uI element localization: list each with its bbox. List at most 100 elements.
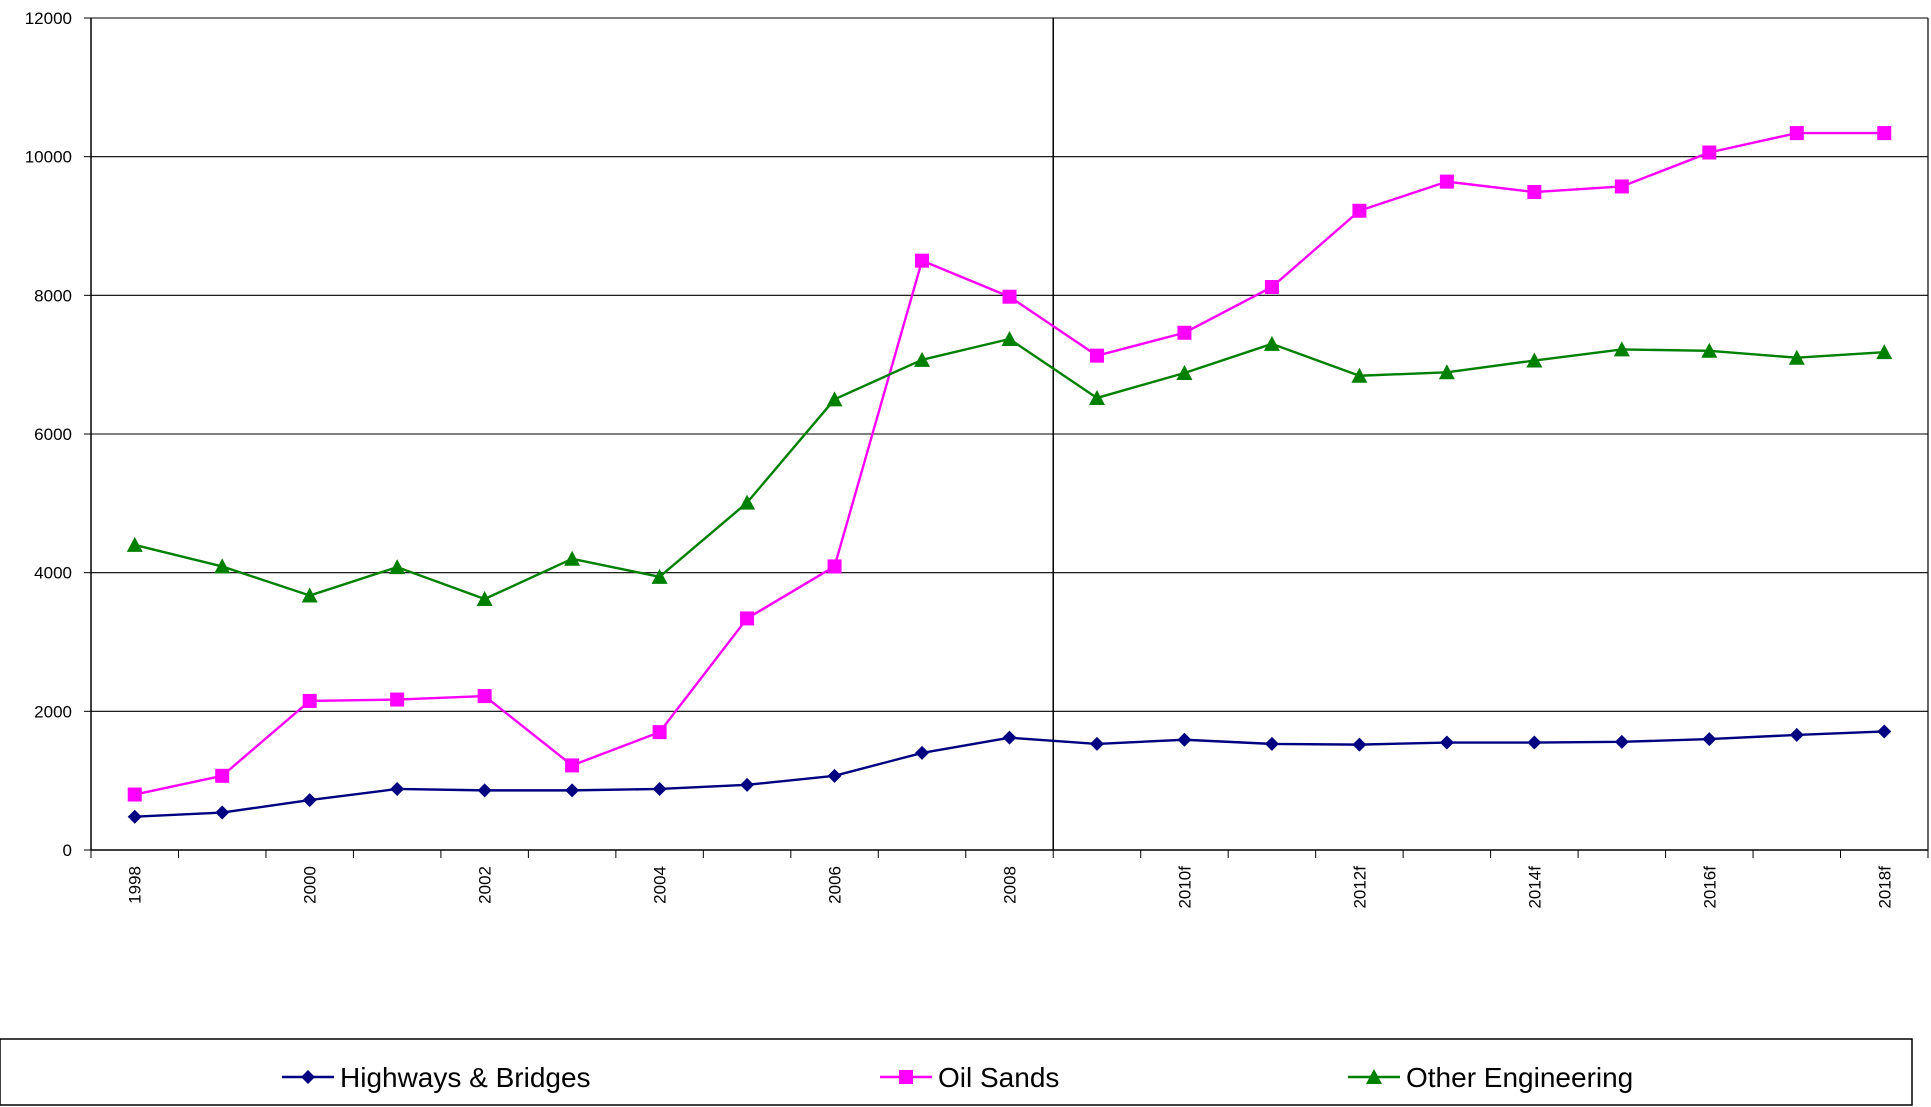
x-tick-label: 2012f — [1350, 866, 1369, 909]
y-tick-label: 2000 — [34, 702, 72, 721]
data-point — [826, 391, 843, 407]
x-tick-label: 2008 — [1001, 866, 1020, 904]
data-point — [1002, 730, 1017, 745]
data-point — [1264, 280, 1279, 295]
data-point — [1089, 736, 1104, 751]
data-point — [1351, 367, 1368, 383]
data-point — [1177, 325, 1192, 340]
data-point — [477, 783, 492, 798]
data-point — [740, 777, 755, 792]
y-tick-label: 10000 — [25, 148, 72, 167]
data-point — [915, 745, 930, 760]
series-1 — [127, 126, 1892, 802]
legend-marker — [1366, 1069, 1382, 1084]
data-point — [477, 689, 492, 704]
x-tick-label: 2004 — [651, 866, 670, 904]
data-point — [127, 809, 142, 824]
data-point — [1877, 724, 1892, 739]
x-tick-label: 2006 — [826, 866, 845, 904]
data-point — [1352, 203, 1367, 218]
legend-label: Other Engineering — [1406, 1062, 1633, 1093]
legend: Highways & Bridges Oil Sands Other Enginee… — [0, 1038, 1913, 1106]
data-point — [1176, 364, 1193, 380]
data-point — [390, 692, 405, 707]
data-point — [1177, 732, 1192, 747]
data-point — [652, 725, 667, 740]
data-point — [1526, 352, 1543, 368]
series-group — [126, 126, 1893, 824]
data-point — [1702, 145, 1717, 160]
data-point — [476, 591, 493, 607]
legend-item: Highways & Bridges — [282, 1062, 591, 1093]
data-point — [1876, 344, 1893, 360]
data-point — [1263, 335, 1280, 351]
data-point — [1438, 364, 1455, 380]
data-point — [1088, 389, 1105, 405]
data-point — [740, 611, 755, 626]
data-point — [1702, 732, 1717, 747]
x-axis-tick-labels: 1998 2000 2002 2004 2006 2008 2010f 2012f 2014f 2… — [126, 866, 1895, 909]
data-point — [651, 568, 668, 584]
data-point — [1701, 342, 1718, 358]
y-tick-label: 6000 — [34, 425, 72, 444]
legend-box — [0, 1038, 1913, 1106]
data-point — [215, 768, 230, 783]
data-point — [652, 781, 667, 796]
data-point — [301, 587, 318, 603]
data-point — [1877, 126, 1892, 141]
data-point — [915, 253, 930, 268]
data-point — [1614, 734, 1629, 749]
data-point — [739, 494, 756, 510]
data-point — [390, 781, 405, 796]
data-point — [1439, 174, 1454, 189]
data-point — [827, 559, 842, 574]
legend-marker — [899, 1070, 913, 1084]
data-point — [827, 768, 842, 783]
x-tick-label: 2016f — [1700, 866, 1719, 909]
legend-item: Other Engineering — [1348, 1062, 1633, 1093]
legend-marker — [301, 1070, 315, 1084]
data-point — [302, 693, 317, 708]
x-tick-label: 1998 — [126, 866, 145, 904]
x-tick-label: 2010f — [1175, 866, 1194, 909]
series-2 — [126, 331, 1893, 607]
y-tick-label: 4000 — [34, 564, 72, 583]
data-point — [1352, 737, 1367, 752]
data-point — [1527, 185, 1542, 200]
data-point — [1613, 341, 1630, 357]
data-point — [389, 559, 406, 575]
data-point — [1789, 126, 1804, 141]
y-axis-tick-labels: 0 2000 4000 6000 8000 10000 12000 — [25, 9, 72, 860]
legend-item: Oil Sands — [880, 1062, 1059, 1093]
y-tick-label: 12000 — [25, 9, 72, 28]
x-tick-label: 2000 — [301, 866, 320, 904]
data-point — [1002, 289, 1017, 304]
data-point — [214, 558, 231, 574]
data-point — [1089, 348, 1104, 363]
gridlines — [91, 17, 1928, 712]
data-point — [215, 805, 230, 820]
y-tick-label: 0 — [63, 841, 72, 860]
data-point — [565, 758, 580, 773]
axes — [84, 17, 1929, 858]
y-tick-label: 8000 — [34, 286, 72, 305]
data-point — [1614, 179, 1629, 194]
x-tick-label: 2002 — [476, 866, 495, 904]
data-point — [565, 783, 580, 798]
data-point — [1001, 331, 1018, 347]
data-point — [127, 787, 142, 802]
series-0 — [127, 724, 1892, 824]
data-point — [1527, 735, 1542, 750]
data-point — [564, 550, 581, 566]
legend-label: Highways & Bridges — [340, 1062, 591, 1093]
data-point — [1264, 736, 1279, 751]
data-point — [302, 793, 317, 808]
data-point — [126, 536, 143, 552]
data-point — [1439, 735, 1454, 750]
x-tick-label: 2018f — [1875, 866, 1894, 909]
data-point — [1789, 727, 1804, 742]
x-tick-label: 2014f — [1525, 866, 1544, 909]
data-point — [1788, 349, 1805, 365]
legend-label: Oil Sands — [938, 1062, 1059, 1093]
